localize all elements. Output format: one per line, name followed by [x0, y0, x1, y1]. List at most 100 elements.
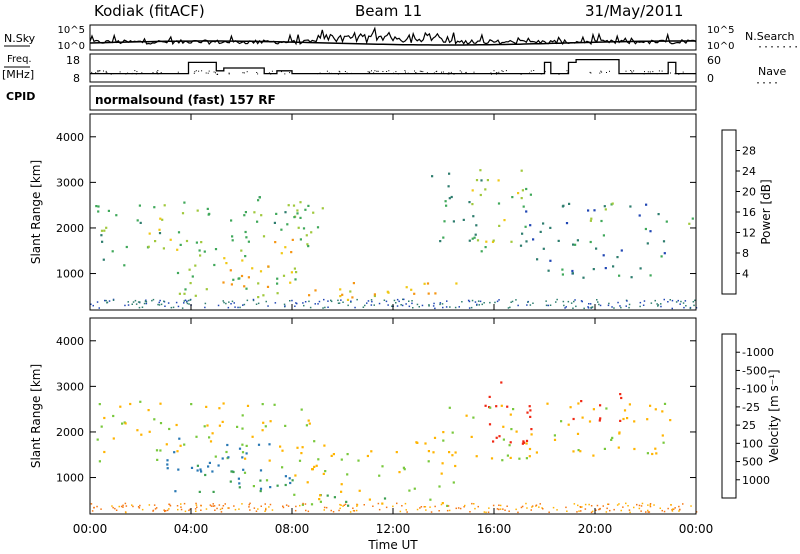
echo-cell: [300, 408, 303, 411]
echo-cell: [651, 452, 654, 456]
echo-cell: [243, 285, 246, 288]
echo-cell: [636, 503, 638, 506]
echo-cell: [261, 429, 264, 432]
nave-point: [289, 72, 291, 74]
echo-cell: [138, 507, 141, 509]
nave-point: [110, 73, 112, 75]
nave-point: [404, 70, 406, 72]
echo-cell: [221, 507, 224, 510]
echo-cell: [646, 452, 649, 455]
echo-cell: [471, 189, 474, 192]
echo-cell: [123, 264, 126, 267]
nave-point: [270, 73, 272, 75]
echo-cell: [364, 304, 366, 307]
echo-cell: [556, 509, 558, 511]
nave-point: [160, 72, 162, 74]
echo-cell: [280, 228, 283, 231]
echo-cell: [501, 459, 504, 462]
echo-cell: [521, 442, 524, 445]
nave-point: [97, 71, 99, 73]
echo-cell: [282, 505, 284, 507]
echo-cell: [268, 443, 271, 446]
echo-cell: [429, 506, 431, 508]
echo-cell: [442, 439, 445, 442]
echo-cell: [599, 507, 601, 510]
nave-point: [243, 72, 245, 74]
echo-cell: [545, 300, 547, 302]
echo-cell: [628, 306, 630, 309]
power-y-label: Slant Range [km]: [29, 160, 43, 264]
echo-cell: [321, 207, 324, 210]
echo-cell: [538, 506, 540, 508]
echo-cell: [401, 505, 403, 507]
echo-cell: [503, 219, 506, 222]
echo-cell: [657, 305, 659, 307]
echo-cell: [572, 417, 575, 421]
echo-cell: [592, 408, 595, 411]
echo-cell: [300, 452, 303, 455]
echo-cell: [161, 218, 164, 221]
echo-cell: [203, 425, 206, 428]
noise-left-tick-bottom: 10^0: [58, 41, 85, 52]
echo-cell: [253, 507, 256, 509]
y-tick-label: 1000: [56, 268, 84, 281]
y-tick-label: 3000: [56, 380, 84, 393]
echo-cell: [602, 234, 605, 237]
echo-cell: [200, 470, 203, 473]
echo-cell: [488, 395, 491, 398]
noise-trace: [89, 26, 697, 46]
echo-cell: [179, 444, 182, 447]
echo-cell: [517, 192, 520, 195]
echo-cell: [531, 505, 534, 507]
echo-cell: [260, 505, 262, 507]
echo-cell: [391, 305, 393, 307]
echo-cell: [531, 506, 533, 508]
echo-cell: [206, 207, 209, 210]
echo-cell: [565, 306, 567, 308]
echo-cell: [616, 256, 619, 259]
echo-cell: [166, 463, 169, 466]
echo-cell: [230, 470, 233, 473]
echo-cell: [132, 505, 134, 508]
nave-point: [625, 70, 627, 72]
echo-cell: [492, 239, 495, 242]
echo-cell: [483, 511, 486, 513]
power-echoes: [90, 169, 698, 310]
echo-cell: [468, 307, 471, 309]
echo-cell: [144, 300, 147, 302]
echo-cell: [570, 302, 573, 304]
echo-cell: [230, 219, 233, 222]
echo-cell: [387, 304, 389, 306]
echo-cell: [257, 302, 260, 305]
echo-cell: [656, 303, 658, 305]
echo-cell: [265, 479, 269, 482]
echo-cell: [510, 301, 512, 303]
echo-cell: [293, 216, 296, 219]
echo-cell: [480, 179, 483, 182]
echo-cell: [508, 444, 511, 447]
echo-cell: [649, 505, 652, 508]
echo-cell: [581, 506, 583, 508]
echo-cell: [495, 436, 498, 439]
echo-cell: [238, 486, 241, 489]
echo-cell: [577, 449, 580, 452]
echo-cell: [625, 502, 627, 505]
echo-cell: [170, 306, 173, 309]
echo-cell: [176, 505, 179, 507]
echo-cell: [602, 254, 605, 257]
echo-cell: [152, 298, 155, 301]
echo-cell: [572, 450, 575, 453]
echo-cell: [506, 505, 508, 507]
nave-point: [281, 71, 282, 73]
echo-cell: [209, 440, 213, 443]
echo-cell: [633, 506, 635, 509]
echo-cell: [678, 510, 680, 512]
nave-point: [228, 73, 230, 75]
echo-cell: [352, 509, 355, 512]
echo-cell: [196, 506, 198, 508]
x-tick-label: 16:00: [477, 522, 512, 536]
echo-cell: [289, 300, 291, 302]
nave-point: [105, 72, 107, 74]
echo-cell: [216, 507, 218, 510]
echo-cell: [509, 456, 512, 459]
